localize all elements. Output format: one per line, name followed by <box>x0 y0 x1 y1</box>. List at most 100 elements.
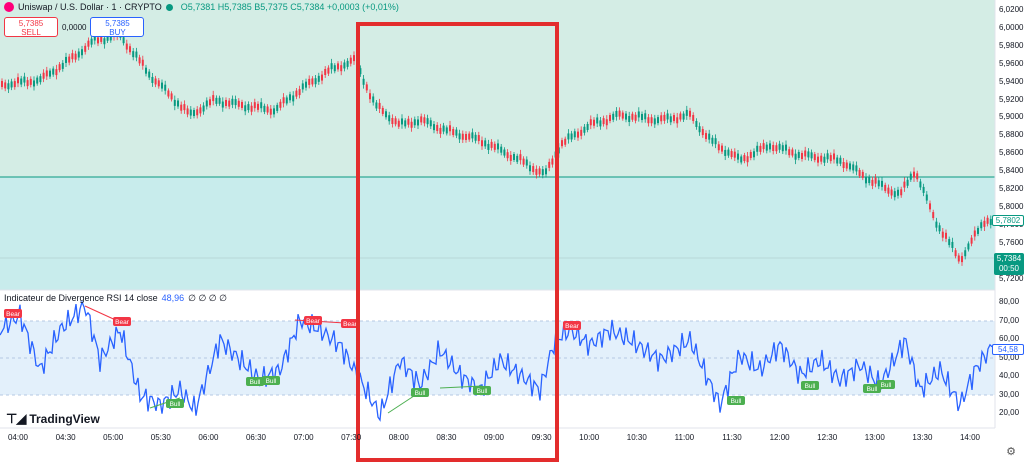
bull-label-bg <box>727 396 745 405</box>
candle-body <box>125 43 128 50</box>
candle-body <box>813 154 816 161</box>
candle-body <box>65 56 67 63</box>
buy-button[interactable]: 5,7385 BUY <box>90 17 145 37</box>
bull-label-text: Bull <box>415 390 426 397</box>
candle-body <box>826 153 829 160</box>
candle-body <box>925 194 928 201</box>
candle-body <box>535 168 538 175</box>
candle-body <box>874 177 877 184</box>
candle-body <box>452 129 455 136</box>
candle-body <box>218 97 221 104</box>
candle-body <box>343 62 346 69</box>
candle-body <box>145 67 147 74</box>
bear-label-bg <box>304 316 322 325</box>
candle-body <box>823 156 826 163</box>
candle-body <box>129 46 131 53</box>
candle-body <box>708 133 711 140</box>
candle-body <box>301 83 304 90</box>
candle-body <box>407 118 410 125</box>
candle-body <box>404 120 407 127</box>
candle-body <box>685 109 688 116</box>
candle-body <box>845 162 848 169</box>
time-axis-label: 04:30 <box>55 433 76 442</box>
rsi-axis-label: 30,00 <box>999 389 1020 399</box>
candle-body <box>855 165 858 172</box>
candle-body <box>580 129 583 136</box>
candle-body <box>36 77 39 84</box>
candle-body <box>52 68 55 75</box>
bull-label-text: Bull <box>266 378 277 385</box>
candle-body <box>724 149 727 156</box>
candle-body <box>941 231 944 238</box>
candle-body <box>839 157 842 164</box>
candle-body <box>237 100 240 107</box>
candle-body <box>692 115 695 122</box>
candle-body <box>612 113 615 120</box>
candle-body <box>26 80 29 87</box>
candle-body <box>45 70 48 77</box>
rsi-value-tag-text: 54,58 <box>997 345 1019 354</box>
candle-body <box>497 143 499 150</box>
candle-body <box>260 102 263 109</box>
bull-label-bg <box>411 388 429 397</box>
candle-body <box>836 157 839 164</box>
candle-body <box>151 76 154 83</box>
candle-body <box>97 37 99 44</box>
last-price-tag: 5,7802 <box>992 215 1024 226</box>
candle-body <box>49 70 51 77</box>
tradingview-logo[interactable]: ⊤◢ TradingView <box>6 411 100 427</box>
candle-body <box>359 68 362 75</box>
time-axis-label: 05:00 <box>103 433 124 442</box>
current-price-text: 5,7384 <box>996 254 1022 263</box>
candle-body <box>929 203 931 210</box>
candle-body <box>135 51 138 58</box>
candle-body <box>103 38 106 45</box>
price-axis-label: 5,8800 <box>999 130 1024 140</box>
candle-body <box>461 133 464 140</box>
bull-label-text: Bull <box>881 382 892 389</box>
candle-body <box>10 81 13 88</box>
highlight-box <box>356 22 559 462</box>
bull-label-bg <box>473 386 491 395</box>
candle-body <box>247 104 250 111</box>
gear-icon[interactable]: ⚙ <box>1006 446 1016 458</box>
candle-body <box>538 168 541 175</box>
rsi-indicator-name[interactable]: Indicateur de Divergence RSI 14 close <box>4 293 158 303</box>
time-axis-label: 13:00 <box>864 433 885 442</box>
time-axis-label: 06:00 <box>198 433 219 442</box>
rsi-axis-label: 80,00 <box>999 297 1020 306</box>
candle-body <box>493 143 496 150</box>
candle-body <box>541 169 544 176</box>
candle-body <box>935 221 938 228</box>
candle-body <box>442 125 445 132</box>
sell-button[interactable]: 5,7385 SELL <box>4 17 58 37</box>
candle-body <box>90 38 93 45</box>
candle-body <box>842 162 845 169</box>
candle-body <box>263 105 266 112</box>
candle-body <box>903 181 906 188</box>
current-price-tag: 5,7384 00:50 <box>994 253 1024 275</box>
candle-body <box>205 100 208 107</box>
candle-body <box>887 187 890 194</box>
candle-body <box>868 177 871 184</box>
candle-body <box>900 189 903 196</box>
rsi-line <box>0 300 993 422</box>
candle-body <box>234 99 237 106</box>
candle-body <box>394 118 397 125</box>
candle-body <box>589 119 592 126</box>
candle-body <box>81 49 83 56</box>
symbol-title[interactable]: Uniswap / U.S. Dollar · 1 · CRYPTO <box>18 2 162 12</box>
candle-body <box>33 80 35 87</box>
candle-body <box>401 118 403 125</box>
candle-body <box>801 153 803 160</box>
candle-body <box>919 181 922 188</box>
candle-body <box>426 118 429 125</box>
candle-body <box>980 222 983 229</box>
bull-label-text: Bull <box>170 401 181 408</box>
candle-body <box>410 121 413 128</box>
candle-body <box>743 155 746 162</box>
candle-body <box>577 131 579 138</box>
candle-body <box>753 151 755 158</box>
